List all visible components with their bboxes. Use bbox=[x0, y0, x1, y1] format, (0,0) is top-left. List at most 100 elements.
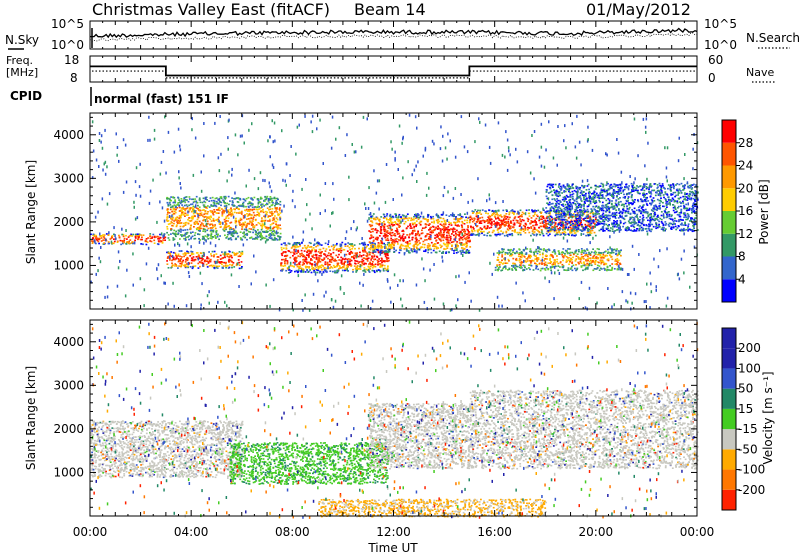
cpid-text: normal (fast) 151 IF bbox=[94, 92, 229, 106]
heatmap-cell bbox=[424, 247, 426, 249]
heatmap-cell bbox=[208, 228, 210, 230]
heatmap-cell bbox=[520, 264, 522, 266]
nave-tick-bottom: 0 bbox=[708, 71, 716, 85]
heatmap-cell bbox=[433, 244, 435, 246]
heatmap-cell bbox=[266, 212, 268, 214]
heatmap-cell bbox=[238, 259, 240, 261]
heatmap-cell bbox=[528, 219, 530, 221]
heatmap-cell bbox=[585, 252, 587, 254]
heatmap-cell bbox=[281, 244, 283, 246]
heatmap-cell bbox=[590, 254, 592, 256]
heatmap-cell bbox=[169, 259, 171, 261]
heatmap-cell bbox=[303, 269, 305, 271]
heatmap-cell bbox=[581, 262, 583, 264]
heatmap-cell bbox=[358, 256, 360, 258]
heatmap-cell bbox=[449, 240, 451, 242]
heatmap-cell bbox=[594, 268, 596, 270]
heatmap-cell bbox=[210, 235, 212, 237]
heatmap-cell bbox=[321, 269, 323, 271]
heatmap-cell bbox=[480, 213, 482, 215]
heatmap-cell bbox=[229, 209, 231, 211]
nsky-tick-top-right: 10^5 bbox=[704, 17, 737, 31]
heatmap-cell bbox=[190, 225, 192, 227]
heatmap-cell bbox=[452, 229, 454, 231]
heatmap-cell bbox=[334, 270, 336, 272]
heatmap-cell bbox=[328, 252, 330, 254]
heatmap-cell bbox=[454, 231, 456, 233]
heatmap-cell bbox=[345, 245, 347, 247]
heatmap-cell bbox=[231, 204, 233, 206]
heatmap-cell bbox=[334, 245, 336, 247]
heatmap-cell bbox=[282, 269, 284, 271]
heatmap-cell bbox=[363, 254, 365, 256]
heatmap-cell bbox=[292, 252, 294, 254]
heatmap-cell bbox=[266, 196, 268, 198]
freq-label-2: [MHz] bbox=[6, 66, 38, 79]
heatmap-cell bbox=[605, 255, 607, 257]
heatmap-cell bbox=[373, 218, 375, 220]
heatmap-cell bbox=[394, 213, 396, 215]
heatmap-cell bbox=[565, 250, 567, 252]
heatmap-cell bbox=[409, 243, 411, 245]
heatmap-cell bbox=[241, 266, 243, 268]
heatmap-cell bbox=[461, 224, 463, 226]
heatmap-cell bbox=[448, 229, 450, 231]
heatmap-cell bbox=[191, 262, 193, 264]
heatmap-cell bbox=[228, 212, 230, 214]
heatmap-cell bbox=[237, 236, 239, 238]
heatmap-cell bbox=[620, 220, 622, 222]
heatmap-cell bbox=[572, 223, 574, 225]
heatmap-cell bbox=[571, 267, 573, 269]
heatmap-cell bbox=[473, 234, 475, 236]
heatmap-cell bbox=[318, 258, 320, 260]
heatmap-cell bbox=[262, 224, 264, 226]
heatmap-cell bbox=[581, 257, 583, 259]
heatmap-cell bbox=[501, 260, 503, 262]
heatmap-cell bbox=[491, 221, 493, 223]
heatmap-cell bbox=[448, 224, 450, 226]
heatmap-cell bbox=[570, 252, 572, 254]
heatmap-cell bbox=[205, 207, 207, 209]
heatmap-cell bbox=[215, 206, 217, 208]
heatmap-cell bbox=[169, 239, 171, 241]
heatmap-cell bbox=[413, 226, 415, 228]
heatmap-cell bbox=[417, 232, 419, 234]
heatmap-cell bbox=[271, 211, 273, 213]
heatmap-cell bbox=[295, 244, 297, 246]
heatmap-cell bbox=[95, 235, 97, 237]
heatmap-cell bbox=[571, 185, 573, 187]
nsky-label: N.Sky bbox=[5, 33, 39, 47]
heatmap-cell bbox=[541, 218, 543, 220]
heatmap-cell bbox=[234, 212, 236, 214]
heatmap-cell bbox=[512, 252, 514, 254]
heatmap-cell bbox=[682, 202, 684, 204]
beam-label: Beam 14 bbox=[354, 0, 426, 19]
heatmap-cell bbox=[386, 231, 388, 233]
heatmap-cell bbox=[394, 239, 396, 241]
heatmap-cell bbox=[562, 248, 564, 250]
heatmap-cell bbox=[402, 230, 404, 232]
heatmap-cell bbox=[531, 217, 533, 219]
heatmap-cell bbox=[124, 238, 126, 240]
heatmap-cell bbox=[415, 214, 417, 216]
heatmap-cell bbox=[513, 227, 515, 229]
heatmap-cell bbox=[458, 231, 460, 233]
heatmap-cell bbox=[189, 198, 191, 200]
heatmap-cell bbox=[279, 224, 281, 226]
heatmap-cell bbox=[117, 241, 119, 243]
heatmap-cell bbox=[549, 233, 551, 235]
heatmap-cell bbox=[111, 237, 113, 239]
heatmap-cell bbox=[468, 233, 470, 235]
heatmap-cell bbox=[607, 266, 609, 268]
heatmap-cell bbox=[284, 261, 286, 263]
heatmap-cell bbox=[535, 255, 537, 257]
heatmap-cell bbox=[212, 266, 214, 268]
heatmap-cell bbox=[583, 258, 585, 260]
heatmap-cell bbox=[390, 247, 392, 249]
heatmap-cell bbox=[208, 200, 210, 202]
heatmap-cell bbox=[589, 216, 591, 218]
heatmap-cell bbox=[513, 220, 515, 222]
heatmap-cell bbox=[176, 216, 178, 218]
heatmap-cell bbox=[351, 243, 353, 245]
heatmap-cell bbox=[589, 261, 591, 263]
